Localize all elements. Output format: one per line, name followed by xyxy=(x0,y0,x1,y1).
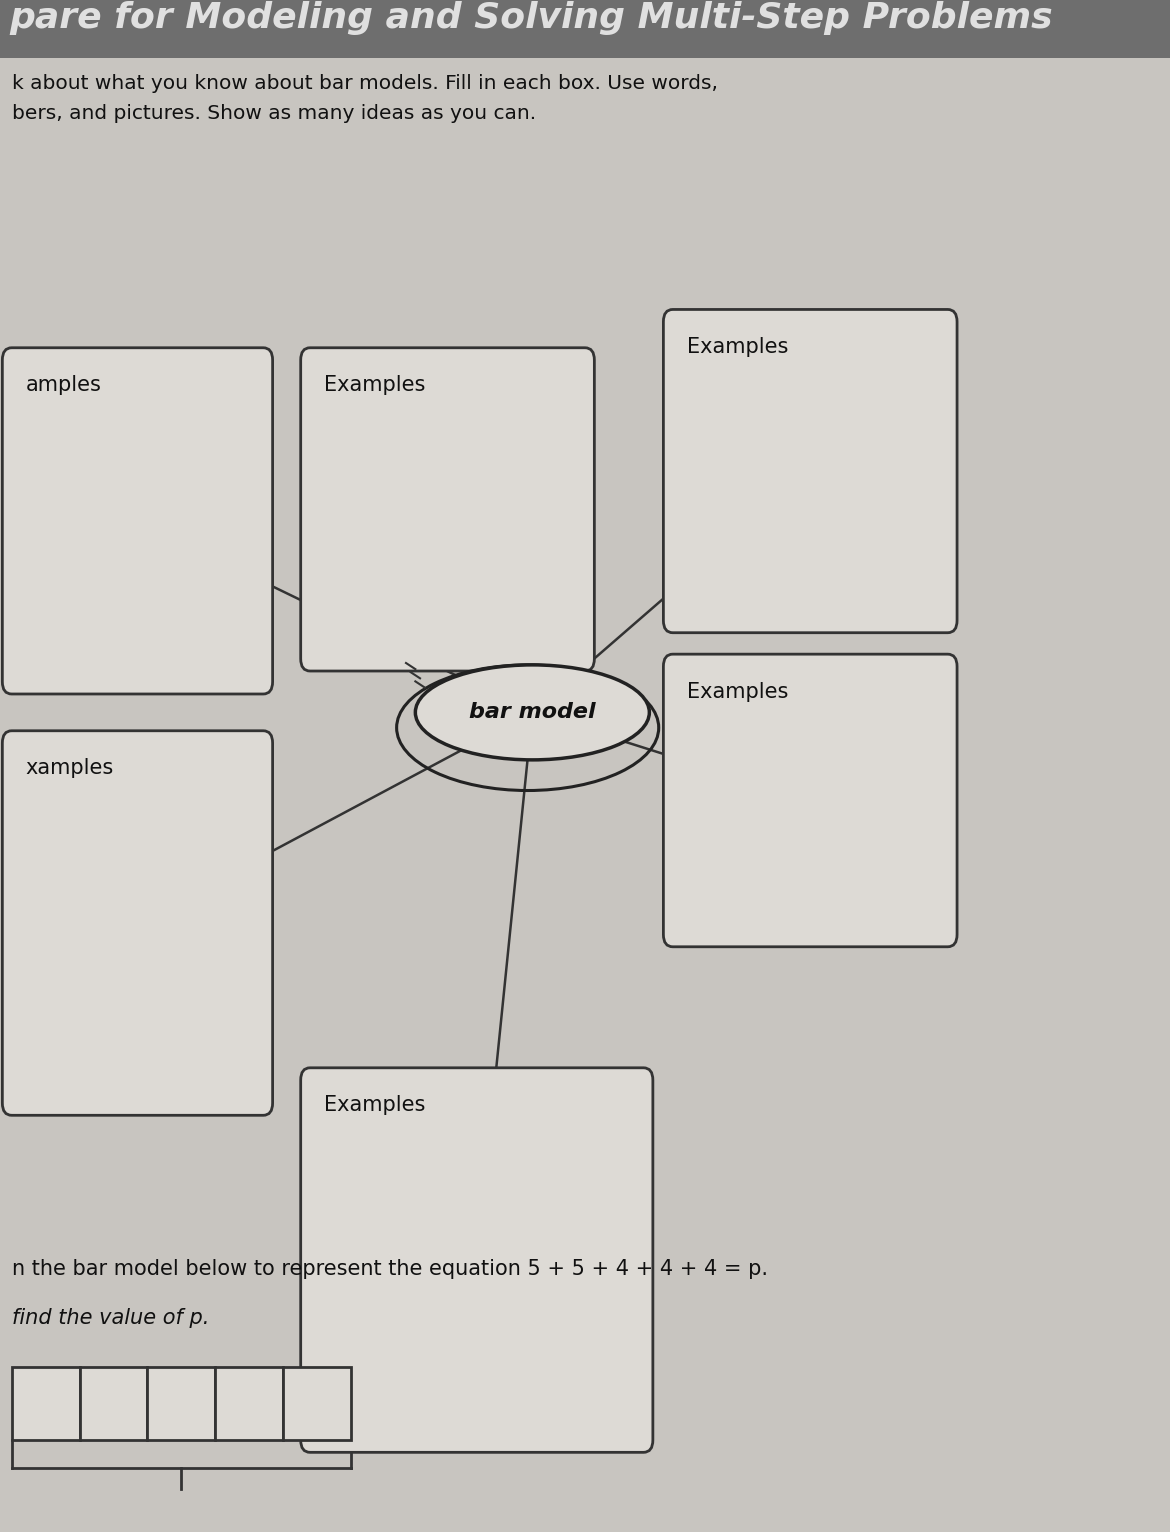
FancyBboxPatch shape xyxy=(663,654,957,947)
Ellipse shape xyxy=(415,665,649,760)
FancyBboxPatch shape xyxy=(283,1367,351,1440)
Text: Examples: Examples xyxy=(324,375,426,395)
Text: Examples: Examples xyxy=(687,337,789,357)
FancyBboxPatch shape xyxy=(301,1068,653,1452)
Text: bar model: bar model xyxy=(469,702,596,723)
Text: k about what you know about bar models. Fill in each box. Use words,: k about what you know about bar models. … xyxy=(12,74,717,92)
Text: bers, and pictures. Show as many ideas as you can.: bers, and pictures. Show as many ideas a… xyxy=(12,104,536,123)
Text: Examples: Examples xyxy=(324,1095,426,1115)
Text: find the value of p.: find the value of p. xyxy=(12,1308,209,1328)
FancyBboxPatch shape xyxy=(2,348,273,694)
Text: amples: amples xyxy=(26,375,102,395)
Text: pare for Modeling and Solving Multi-Step Problems: pare for Modeling and Solving Multi-Step… xyxy=(9,2,1053,35)
FancyBboxPatch shape xyxy=(2,731,273,1115)
FancyBboxPatch shape xyxy=(663,309,957,633)
FancyBboxPatch shape xyxy=(301,348,594,671)
Text: Examples: Examples xyxy=(687,682,789,702)
FancyBboxPatch shape xyxy=(12,1367,80,1440)
FancyBboxPatch shape xyxy=(147,1367,215,1440)
FancyBboxPatch shape xyxy=(0,0,1170,58)
Text: n the bar model below to represent the equation 5 + 5 + 4 + 4 + 4 = p.: n the bar model below to represent the e… xyxy=(12,1259,768,1279)
FancyBboxPatch shape xyxy=(80,1367,147,1440)
Text: xamples: xamples xyxy=(26,758,113,778)
FancyBboxPatch shape xyxy=(215,1367,283,1440)
